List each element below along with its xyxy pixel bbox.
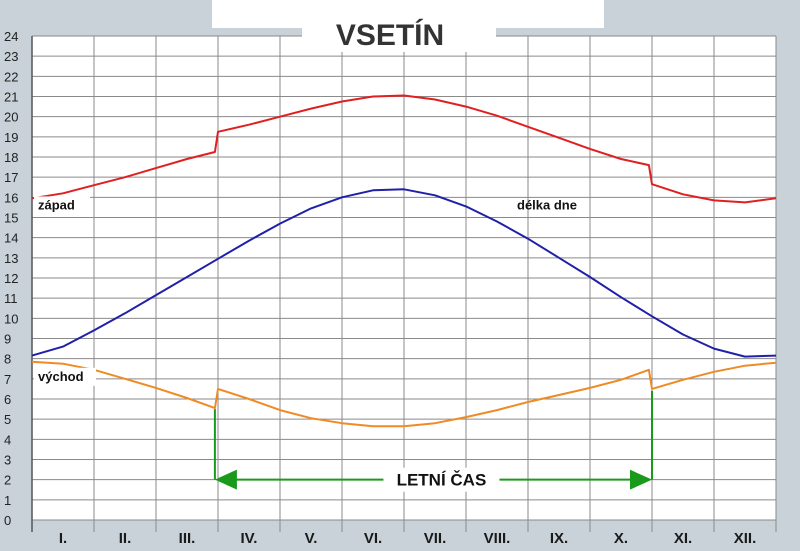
- chart-title: VSETÍN: [336, 18, 444, 52]
- y-tick-label: 16: [4, 190, 18, 205]
- y-tick-label: 9: [4, 332, 11, 347]
- series-label-bg: [34, 367, 96, 386]
- y-tick-label: 20: [4, 110, 18, 125]
- y-tick-label: 12: [4, 271, 18, 286]
- annotation-label-bg: [383, 467, 500, 492]
- title-box: [302, 14, 496, 52]
- series-line: [31, 188, 777, 358]
- series-label: délka dne: [517, 197, 577, 212]
- y-tick-label: 13: [4, 251, 18, 266]
- x-tick-label: XII.: [734, 530, 757, 547]
- y-tick-label: 0: [4, 513, 11, 528]
- x-tick-label: IV.: [241, 530, 258, 547]
- x-tick-label: X.: [614, 530, 628, 547]
- x-tick-label: III.: [179, 530, 196, 547]
- y-tick-label: 6: [4, 392, 11, 407]
- x-tick-label: II.: [119, 530, 132, 547]
- x-tick-label: V.: [305, 530, 318, 547]
- y-tick-label: 23: [4, 49, 18, 64]
- series-label: východ: [38, 369, 84, 384]
- x-tick-label: VIII.: [484, 530, 511, 547]
- annotation-label: LETNÍ ČAS: [397, 471, 487, 490]
- y-tick-label: 5: [4, 412, 11, 427]
- x-tick-label: VI.: [364, 530, 382, 547]
- x-tick-label: XI.: [674, 530, 692, 547]
- series-label-bg: [34, 196, 90, 215]
- y-tick-label: 2: [4, 473, 11, 488]
- y-tick-label: 15: [4, 211, 18, 226]
- y-tick-label: 21: [4, 90, 18, 105]
- y-tick-label: 8: [4, 352, 11, 367]
- x-tick-label: VII.: [424, 530, 447, 547]
- y-tick-label: 7: [4, 372, 11, 387]
- y-tick-label: 19: [4, 130, 18, 145]
- y-tick-label: 14: [4, 231, 18, 246]
- series-line: [31, 94, 777, 204]
- y-tick-label: 17: [4, 170, 18, 185]
- y-tick-label: 11: [4, 291, 18, 306]
- annotation-arrowhead-right: [630, 469, 652, 490]
- y-tick-label: 24: [4, 29, 18, 44]
- y-tick-label: 22: [4, 69, 18, 84]
- series-line: [31, 360, 777, 428]
- x-tick-label: I.: [59, 530, 67, 547]
- y-tick-label: 1: [4, 493, 11, 508]
- y-tick-label: 10: [4, 311, 18, 326]
- y-tick-label: 18: [4, 150, 18, 165]
- x-tick-label: IX.: [550, 530, 568, 547]
- series-label: západ: [38, 197, 75, 212]
- annotation-arrowhead-left: [214, 469, 237, 490]
- y-tick-label: 3: [4, 453, 11, 468]
- y-tick-label: 4: [4, 432, 11, 447]
